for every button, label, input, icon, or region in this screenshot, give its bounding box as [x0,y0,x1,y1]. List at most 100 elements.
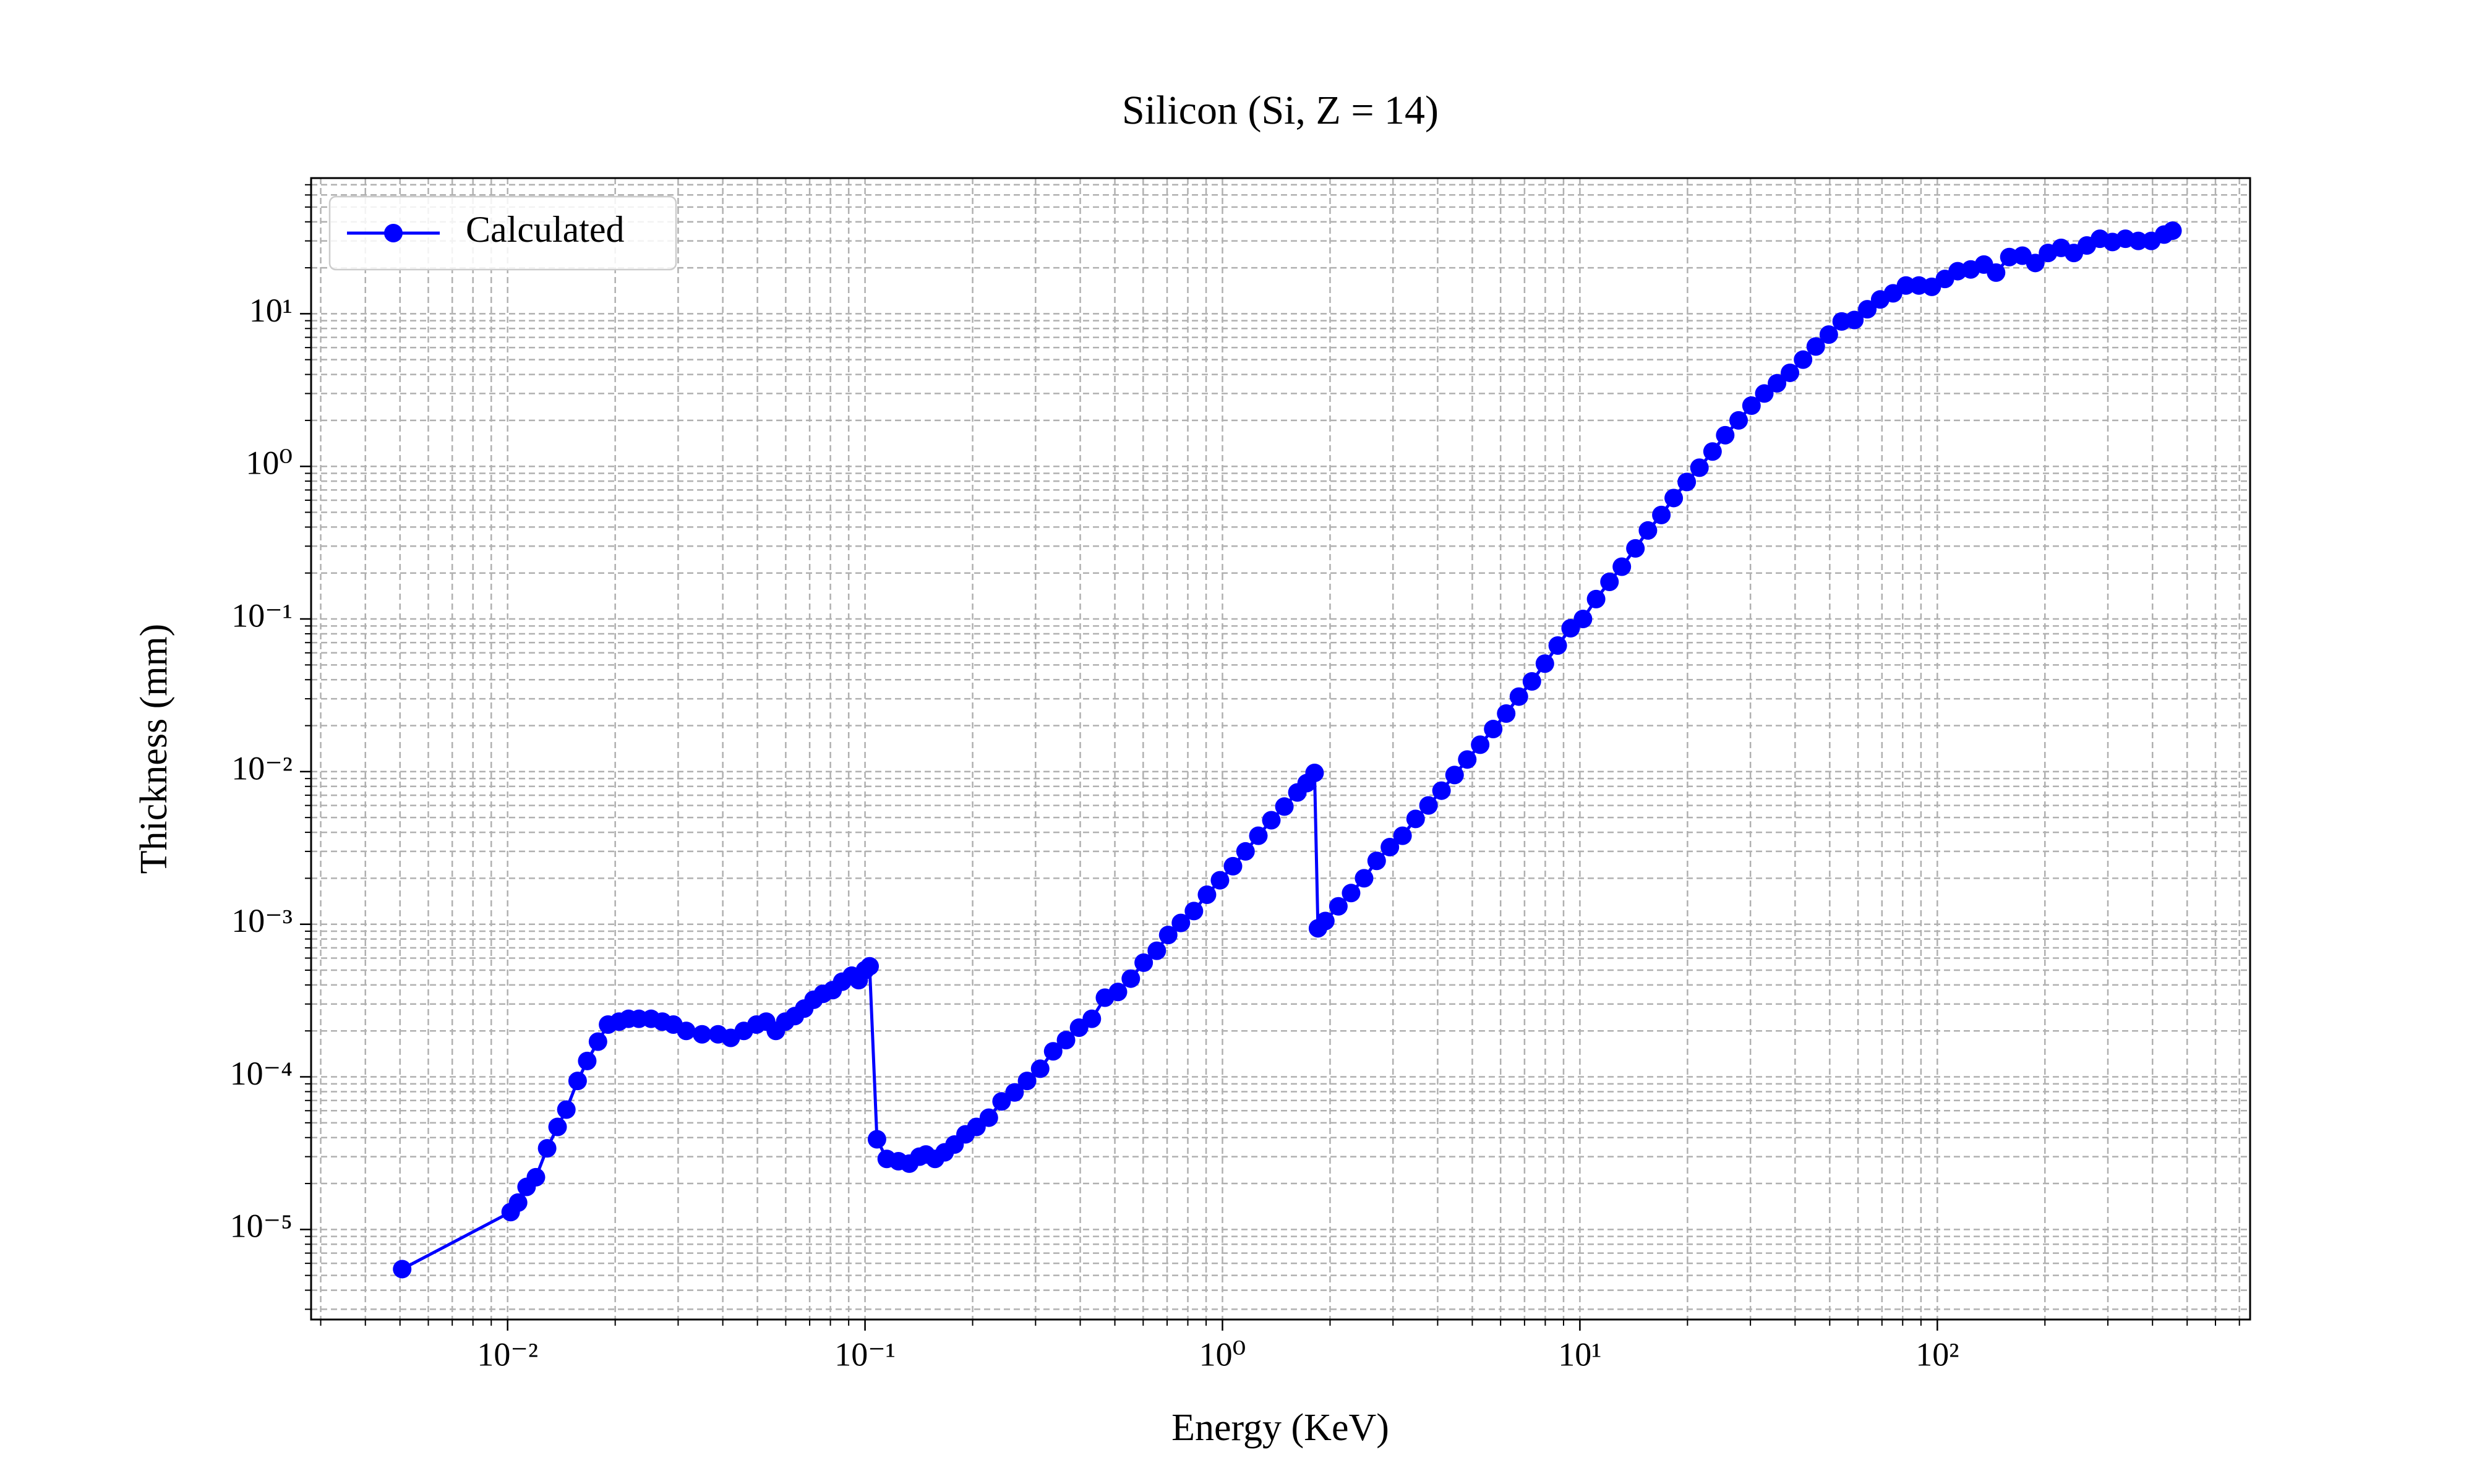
data-point [1017,1072,1037,1091]
data-point [1638,521,1658,540]
data-point [979,1108,998,1127]
x-tick-label: 10² [1915,1336,1959,1373]
data-point [1316,911,1335,931]
data-point [2026,254,2045,273]
data-point [1664,488,1684,508]
data-point [1043,1042,1063,1061]
data-point [588,1032,607,1051]
data-point [1171,913,1191,932]
y-axis-label: Thickness (mm) [133,624,175,874]
data-point [1249,826,1268,845]
data-point [1305,764,1324,783]
x-tick-label: 10⁰ [1199,1336,1246,1373]
data-point [1458,750,1477,769]
data-point [1794,350,1813,369]
data-point [1005,1083,1024,1102]
data-point [1858,300,1877,319]
y-tick-label: 10⁻⁴ [230,1055,293,1092]
data-point [1210,871,1230,890]
y-tick-label: 10⁰ [246,445,293,482]
data-point [867,1130,886,1149]
data-point [860,957,880,976]
data-point [1806,337,1825,356]
data-point [1652,505,1671,524]
y-tick-label: 10⁻¹ [231,597,293,634]
data-point [2129,231,2148,250]
data-point [1056,1031,1076,1050]
data-point [1819,325,1838,344]
x-tick-label: 10¹ [1558,1336,1601,1373]
data-point [1355,869,1374,888]
data-point [1781,363,1800,382]
data-point [548,1117,567,1136]
data-point [1471,735,1490,754]
data-point [1197,885,1217,905]
data-point [1329,897,1348,916]
data-point [1677,472,1697,492]
data-point [992,1092,1011,1111]
data-point [1158,926,1178,945]
data-point [1535,654,1554,673]
data-point [1600,573,1619,592]
data-point [1896,276,1915,295]
data-point [1134,953,1154,972]
data-point [1586,589,1606,608]
data-point [393,1260,412,1279]
data-point [1121,969,1141,988]
data-point [1573,610,1593,629]
data-point [578,1051,597,1070]
data-point [1445,765,1464,785]
data-point [1236,842,1255,861]
data-point [526,1167,546,1187]
data-point [1768,373,1787,393]
x-tick-label: 10⁻² [477,1336,538,1373]
data-point [1742,396,1761,415]
data-point [1184,902,1204,921]
data-point [1716,425,1735,445]
data-point [1419,796,1438,815]
legend-label: Calculated [466,209,625,250]
x-tick-label: 10⁻¹ [834,1336,896,1373]
data-point [1393,826,1412,845]
data-point [1626,539,1645,558]
data-point [1223,856,1243,876]
data-point [1522,672,1541,691]
data-point [1548,636,1567,655]
data-point [677,1021,696,1041]
legend-marker [384,224,403,242]
data-point [1432,781,1451,800]
data-point [1987,263,2006,282]
data-point [1380,838,1400,857]
data-point [1082,1009,1102,1028]
data-point [1147,941,1166,960]
data-point [1342,884,1361,903]
y-tick-label: 10⁻² [231,749,293,787]
x-axis-label: Energy (KeV) [1171,1407,1389,1449]
data-point [1262,811,1281,830]
data-point [693,1025,712,1044]
data-point [568,1072,587,1091]
data-point [2163,221,2182,241]
data-point [1367,851,1386,871]
data-point [1755,384,1774,403]
data-point [1275,797,1294,816]
data-point [1845,310,1864,330]
data-point [1690,458,1709,477]
plot-frame [310,177,2251,1321]
data-point [1497,704,1516,723]
chart-title: Silicon (Si, Z = 14) [1122,88,1439,133]
data-point [1484,720,1503,739]
data-point [1406,809,1425,829]
data-point [1030,1059,1050,1078]
data-point [1108,983,1128,1002]
y-tick-label: 10¹ [249,292,293,329]
legend-box [328,195,677,271]
data-point [508,1193,528,1212]
data-point [1612,557,1632,576]
data-point [1703,442,1722,461]
data-point [557,1100,576,1119]
data-point [1729,411,1748,430]
y-tick-label: 10⁻⁵ [230,1208,293,1245]
